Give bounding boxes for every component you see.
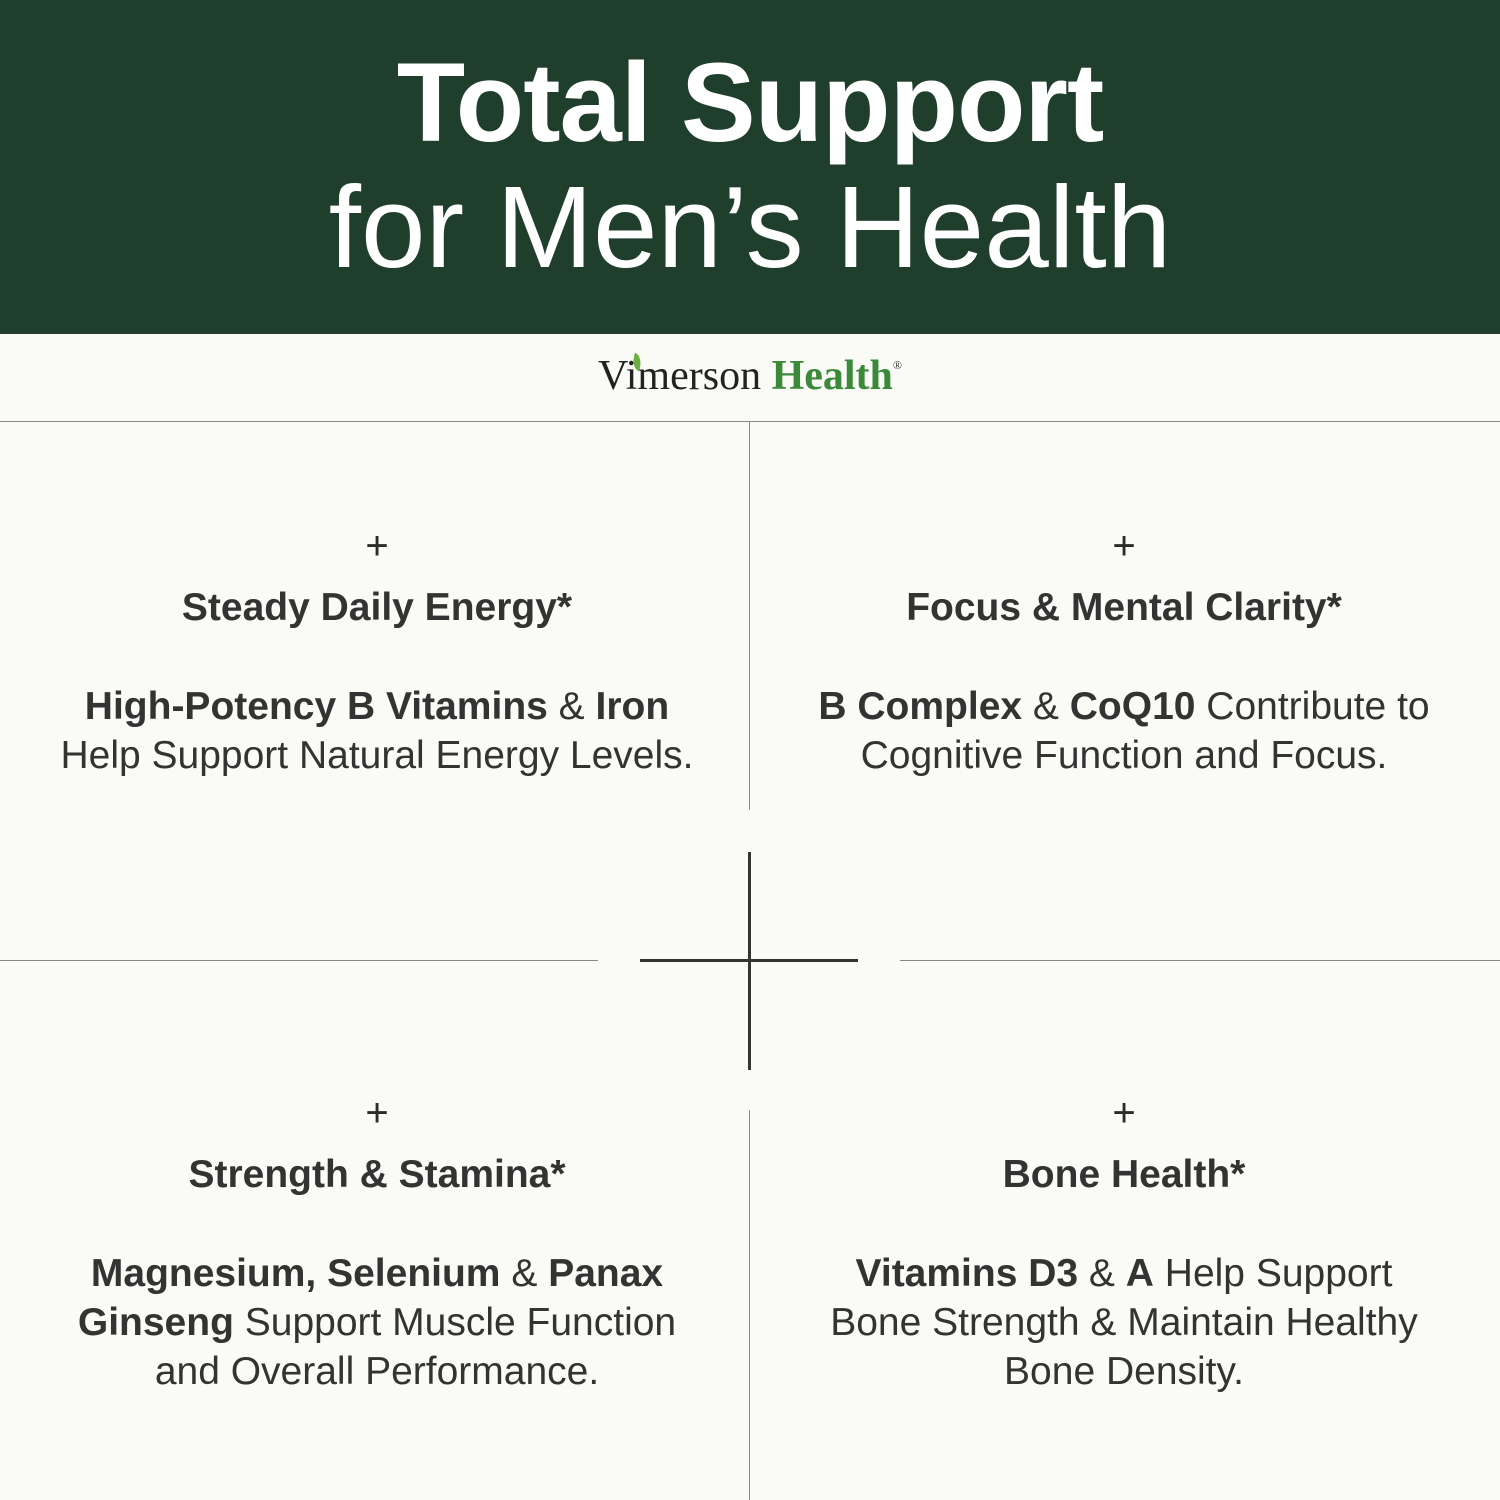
ingredient-text: Vitamins D3 xyxy=(855,1252,1079,1295)
brand-logo: Vimerson Health® xyxy=(0,352,1500,400)
description-text: Bone Density. xyxy=(1004,1350,1244,1393)
benefit-description: Magnesium, Selenium & Panax Ginseng Suppo… xyxy=(27,1249,727,1396)
description-text: Bone Strength & Maintain Healthy xyxy=(830,1301,1418,1344)
benefit-heading: Steady Daily Energy* xyxy=(181,586,573,629)
quadrant-strength: + Strength & Stamina* Magnesium, Selenium … xyxy=(27,1093,727,1396)
description-text: Help Support xyxy=(1153,1252,1393,1295)
description-line: High-Potency B Vitamins & Iron xyxy=(27,682,727,731)
description-line: Help Support Natural Energy Levels. xyxy=(27,731,727,780)
benefit-heading: Bone Health* xyxy=(1002,1153,1246,1196)
title-line-2: for Men’s Health xyxy=(328,162,1172,292)
ingredient-text: Panax xyxy=(548,1252,664,1295)
plus-icon: + xyxy=(365,1091,389,1135)
description-line: B Complex & CoQ10 Contribute to xyxy=(774,682,1474,731)
logo-vimerson: Vimerson xyxy=(597,353,762,399)
ingredient-text: B Complex xyxy=(818,685,1023,728)
description-text: & xyxy=(500,1252,549,1295)
description-line: Magnesium, Selenium & Panax xyxy=(27,1249,727,1298)
benefit-description: B Complex & CoQ10 Contribute to Cognitive… xyxy=(774,682,1474,780)
description-line: Bone Density. xyxy=(774,1347,1474,1396)
ingredient-text: CoQ10 xyxy=(1069,685,1196,728)
description-text: Help Support Natural Energy Levels. xyxy=(60,734,694,777)
description-text: Support Muscle Function xyxy=(233,1301,677,1344)
quadrant-bone: + Bone Health* Vitamins D3 & A Help Suppor… xyxy=(774,1093,1474,1396)
registered-mark: ® xyxy=(892,358,903,372)
ingredient-text: Ginseng xyxy=(77,1301,234,1344)
plus-icon: + xyxy=(1112,524,1136,568)
benefit-heading: Focus & Mental Clarity* xyxy=(906,586,1342,629)
divider xyxy=(0,960,598,961)
description-line: Bone Strength & Maintain Healthy xyxy=(774,1298,1474,1347)
description-text: Cognitive Function and Focus. xyxy=(860,734,1388,777)
quadrant-energy: + Steady Daily Energy* High-Potency B Vita… xyxy=(27,526,727,780)
plus-icon: + xyxy=(365,524,389,568)
description-text: & xyxy=(1078,1252,1126,1295)
description-text: & xyxy=(547,685,596,728)
divider xyxy=(0,421,1500,422)
divider xyxy=(749,422,750,810)
description-line: Cognitive Function and Focus. xyxy=(774,731,1474,780)
cross-horizontal xyxy=(640,959,858,962)
quadrant-focus: + Focus & Mental Clarity* B Complex & CoQ1… xyxy=(774,526,1474,780)
benefit-description: High-Potency B Vitamins & Iron Help Suppo… xyxy=(27,682,727,780)
description-line: Vitamins D3 & A Help Support xyxy=(774,1249,1474,1298)
title-line-1: Total Support xyxy=(396,40,1105,165)
logo-health: Health xyxy=(771,353,893,399)
plus-icon: + xyxy=(1112,1091,1136,1135)
ingredient-text: A xyxy=(1125,1252,1154,1295)
ingredient-text: High-Potency B Vitamins xyxy=(84,685,548,728)
description-line: Ginseng Support Muscle Function xyxy=(27,1298,727,1347)
benefit-heading: Strength & Stamina* xyxy=(188,1153,566,1196)
ingredient-text: Iron xyxy=(595,685,670,728)
description-text: Contribute to xyxy=(1195,685,1430,728)
description-text: and Overall Performance. xyxy=(154,1350,600,1393)
ingredient-text: Magnesium, Selenium xyxy=(90,1252,501,1295)
description-line: and Overall Performance. xyxy=(27,1347,727,1396)
description-text: & xyxy=(1022,685,1070,728)
header-banner: Total Support for Men’s Health xyxy=(0,0,1500,334)
divider xyxy=(749,1110,750,1500)
divider xyxy=(900,960,1500,961)
benefit-description: Vitamins D3 & A Help Support Bone Strengt… xyxy=(774,1249,1474,1396)
